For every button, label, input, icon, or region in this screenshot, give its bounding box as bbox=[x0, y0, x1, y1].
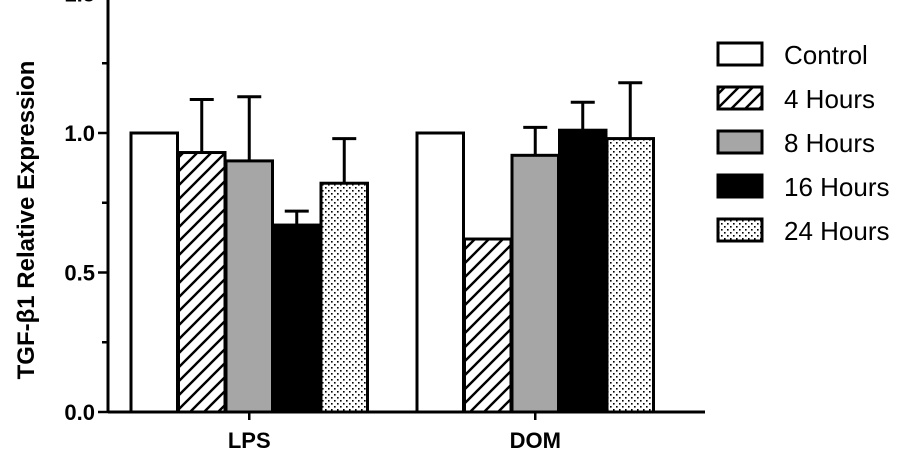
bar-lps-control bbox=[129, 131, 179, 414]
bar-lps-16-hours bbox=[272, 223, 322, 414]
bar-dom-24-hours bbox=[605, 137, 655, 414]
legend-label: 4 Hours bbox=[784, 84, 875, 114]
bar-dom-control bbox=[415, 131, 465, 414]
bar-lps-8-hours bbox=[224, 159, 274, 414]
y-axis-title: TGF-β1 Relative Expression bbox=[13, 61, 40, 380]
bar-group-dom bbox=[415, 81, 655, 414]
x-axis: LPS DOM bbox=[108, 410, 705, 452]
legend-swatch bbox=[716, 129, 764, 155]
bar-groups bbox=[129, 81, 655, 414]
legend-swatch bbox=[716, 85, 764, 111]
legend-swatch bbox=[716, 217, 764, 243]
y-axis: 0.00.51.01.52.02.5 bbox=[64, 0, 110, 425]
category-label: DOM bbox=[510, 428, 561, 452]
bar-group-lps bbox=[129, 95, 369, 414]
legend-item: 4 Hours bbox=[716, 84, 875, 114]
legend-label: Control bbox=[784, 40, 868, 70]
legend-item: 8 Hours bbox=[716, 128, 875, 158]
bar-lps-24-hours bbox=[319, 181, 369, 414]
legend-item: Control bbox=[716, 40, 868, 70]
y-tick-label: 0.0 bbox=[64, 400, 95, 425]
legend-label: 16 Hours bbox=[784, 172, 890, 202]
bar-dom-4-hours bbox=[463, 237, 513, 414]
y-tick-label: 0.5 bbox=[64, 261, 95, 286]
legend-item: 16 Hours bbox=[716, 172, 890, 202]
legend-swatch bbox=[716, 41, 764, 67]
legend: Control 4 Hours 8 Hours 16 Hours 24 Hours bbox=[716, 40, 890, 246]
y-tick-label: 1.5 bbox=[64, 0, 95, 7]
bar-dom-8-hours bbox=[510, 153, 560, 414]
bar-lps-4-hours bbox=[177, 151, 227, 414]
legend-label: 24 Hours bbox=[784, 216, 890, 246]
legend-label: 8 Hours bbox=[784, 128, 875, 158]
category-label: LPS bbox=[228, 428, 271, 452]
legend-swatch bbox=[716, 173, 764, 199]
legend-item: 24 Hours bbox=[716, 216, 890, 246]
bar-dom-16-hours bbox=[558, 128, 608, 414]
y-tick-label: 1.0 bbox=[64, 121, 95, 146]
